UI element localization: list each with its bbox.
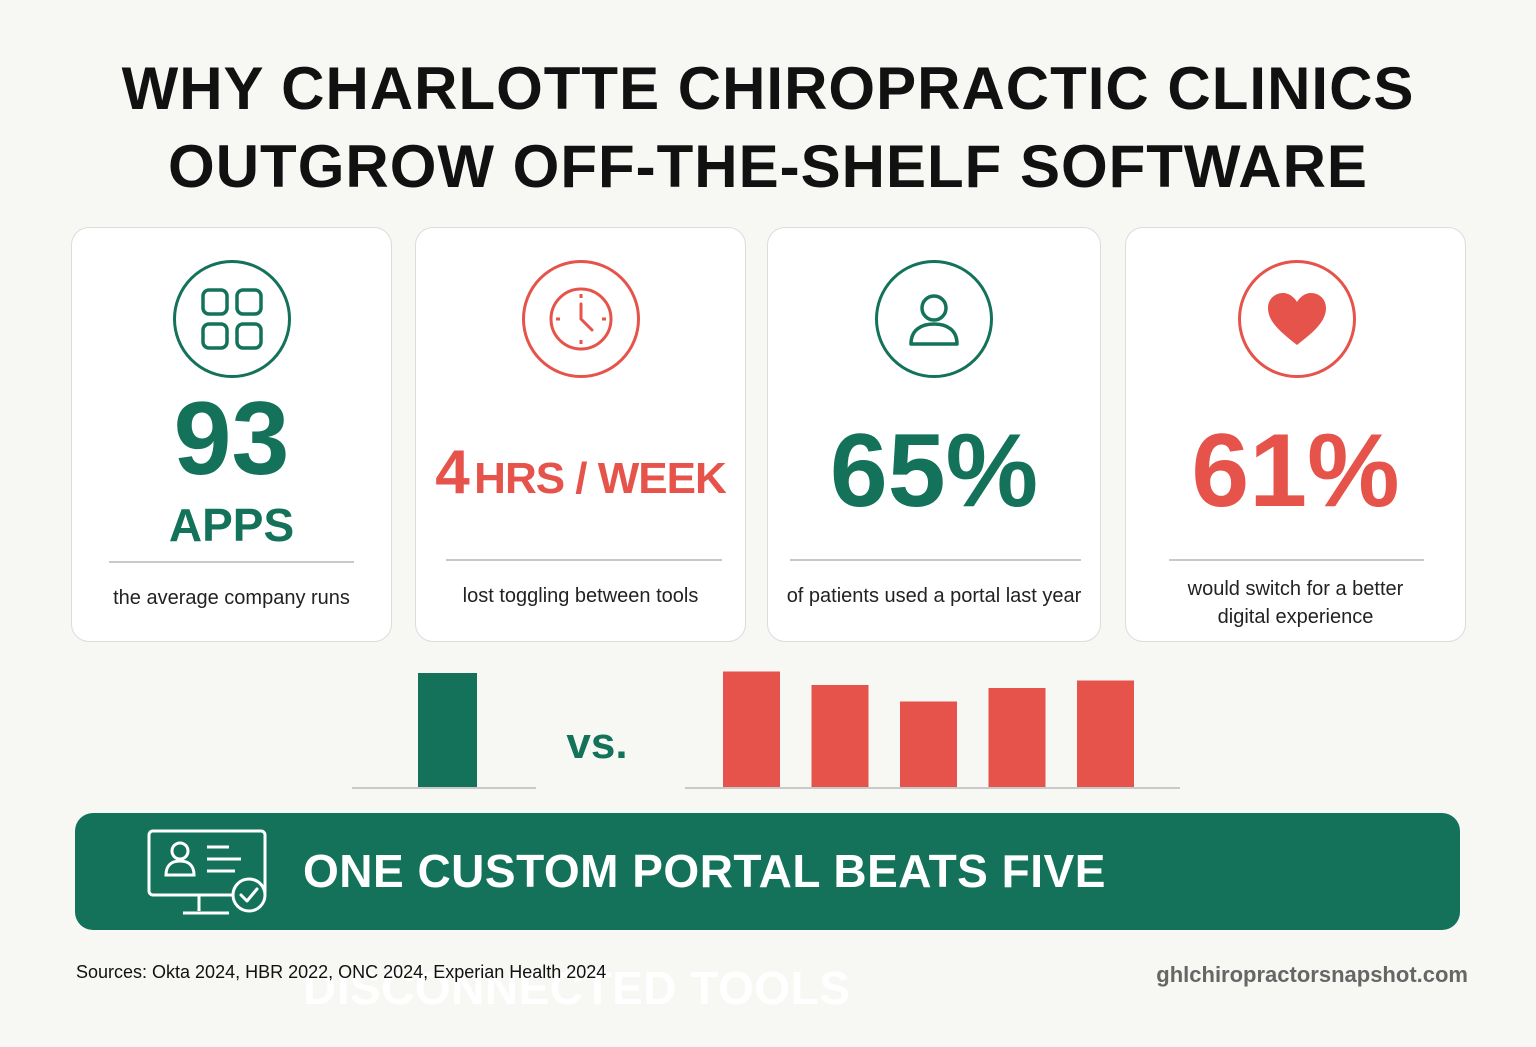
stat-unit-apps: APPS bbox=[168, 499, 295, 551]
card-divider bbox=[446, 559, 722, 561]
right-bar-1 bbox=[723, 671, 780, 787]
user-icon bbox=[875, 260, 993, 378]
title-line-1: WHY CHARLOTTE CHIROPRACTIC CLINICS bbox=[121, 55, 1415, 122]
vs-label: vs. bbox=[566, 719, 627, 768]
stat-card-apps: 93 APPS the average company runs bbox=[71, 227, 392, 642]
stat-card-portal: 65% of patients used a portal last year bbox=[767, 227, 1101, 642]
sources-note: Sources: Okta 2024, HBR 2022, ONC 2024, … bbox=[76, 962, 607, 982]
title-line-2: OUTGROW OFF-THE-SHELF SOFTWARE bbox=[168, 133, 1368, 200]
stat-caption-hours: lost toggling between tools bbox=[462, 585, 699, 607]
right-bar-4 bbox=[988, 688, 1046, 787]
apps-grid-icon bbox=[173, 260, 291, 378]
stat-card-hours: 4 HRS / WEEK lost toggling between tools bbox=[415, 227, 746, 642]
right-bar-2 bbox=[811, 685, 869, 787]
stat-value-apps: 93 bbox=[173, 381, 290, 497]
right-bar-3 bbox=[900, 701, 957, 787]
right-bars bbox=[723, 671, 1134, 787]
stat-caption-switch-line-2: digital experience bbox=[1217, 606, 1374, 628]
stat-caption-apps: the average company runs bbox=[113, 587, 350, 609]
card-divider bbox=[790, 559, 1081, 561]
heart-icon bbox=[1238, 260, 1356, 378]
stat-caption-portal: of patients used a portal last year bbox=[786, 585, 1082, 607]
page-title: WHY CHARLOTTE CHIROPRACTIC CLINICS OUTGR… bbox=[0, 50, 1536, 206]
clock-icon bbox=[522, 260, 640, 378]
right-bar-5 bbox=[1077, 680, 1134, 787]
stat-value-portal: 65% bbox=[829, 413, 1039, 529]
stat-value-hours: 4 bbox=[435, 438, 470, 507]
computer-profile-check-icon bbox=[145, 827, 275, 924]
summary-banner: ONE CUSTOM PORTAL BEATS FIVE DISCONNECTE… bbox=[75, 813, 1460, 1014]
card-divider bbox=[1169, 559, 1424, 561]
stat-row-hours: 4 HRS / WEEK bbox=[416, 433, 745, 529]
banner-text: ONE CUSTOM PORTAL BEATS FIVE DISCONNECTE… bbox=[303, 845, 1106, 1014]
left-bar-1 bbox=[418, 673, 477, 787]
stat-caption-switch-line-1: would switch for a better bbox=[1187, 578, 1404, 600]
card-divider bbox=[109, 561, 354, 563]
comparison-bar-chart: vs. bbox=[352, 671, 1180, 789]
left-bars bbox=[418, 673, 477, 787]
website-url: ghlchiropractorsnapshot.com bbox=[1156, 962, 1468, 987]
stat-value-switch: 61% bbox=[1191, 413, 1400, 529]
stat-unit-hours: HRS / WEEK bbox=[474, 454, 727, 503]
stat-card-switch: 61% would switch for a better digital ex… bbox=[1125, 227, 1466, 642]
